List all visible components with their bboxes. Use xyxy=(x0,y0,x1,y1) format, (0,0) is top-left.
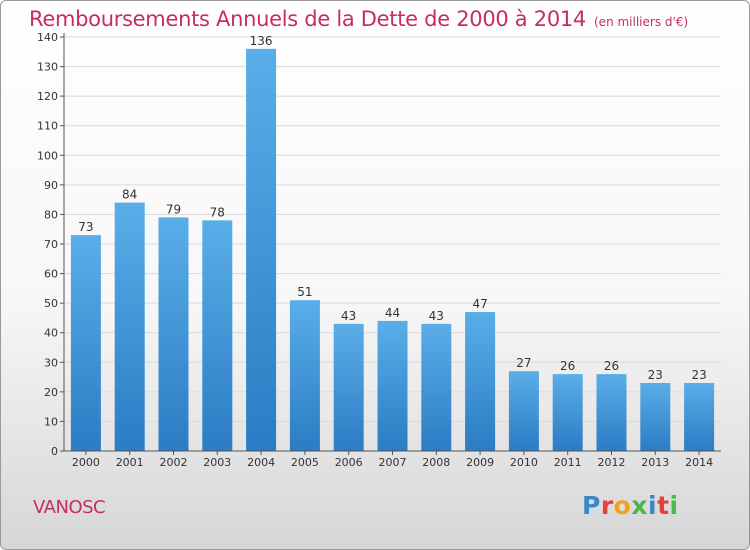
bar xyxy=(333,323,364,451)
data-labels: 73 84 79 78 136 51 43 44 43 47 27 26 26 23 23 xyxy=(78,34,706,382)
x-tick-label: 2008 xyxy=(422,456,450,469)
x-tick-label: 2014 xyxy=(685,456,713,469)
x-tick-label: 2001 xyxy=(116,456,144,469)
y-tick-label: 40 xyxy=(44,327,58,340)
logo-letter: x xyxy=(631,491,648,520)
bar xyxy=(246,48,277,451)
x-tick-label: 2002 xyxy=(160,456,188,469)
data-label: 26 xyxy=(560,359,575,373)
data-label: 79 xyxy=(166,202,181,216)
y-tick-label: 110 xyxy=(37,120,58,133)
data-label: 73 xyxy=(78,220,93,234)
data-label: 47 xyxy=(472,297,487,311)
bar xyxy=(552,374,583,451)
logo-letter: o xyxy=(613,491,632,520)
logo-letter: i xyxy=(669,491,679,520)
x-tick-label: 2007 xyxy=(379,456,407,469)
data-label: 44 xyxy=(385,306,400,320)
data-label: 51 xyxy=(297,285,312,299)
bar xyxy=(202,220,233,451)
y-tick-label: 0 xyxy=(51,445,58,458)
logo-letter: t xyxy=(657,491,670,520)
x-tick-label: 2005 xyxy=(291,456,319,469)
y-tick-label: 120 xyxy=(37,90,58,103)
data-label: 43 xyxy=(341,309,356,323)
bar xyxy=(377,320,408,451)
y-tick-label: 30 xyxy=(44,356,58,369)
commune-name: VANOSC xyxy=(33,497,106,518)
y-tick-label: 50 xyxy=(44,297,58,310)
logo-letter: P xyxy=(582,491,601,520)
data-label: 78 xyxy=(210,205,225,219)
bar xyxy=(508,371,539,451)
x-tick-label: 2000 xyxy=(72,456,100,469)
logo-letter: r xyxy=(600,491,614,520)
bar xyxy=(465,312,496,451)
y-tick-label: 10 xyxy=(44,415,58,428)
bar xyxy=(158,217,189,451)
proxiti-logo: Proxiti xyxy=(582,491,679,520)
x-tick-label: 2011 xyxy=(554,456,582,469)
bars xyxy=(70,48,715,451)
y-tick-label: 130 xyxy=(37,61,58,74)
y-tick-label: 140 xyxy=(37,31,58,44)
bar xyxy=(421,323,452,451)
data-label: 23 xyxy=(691,368,706,382)
y-tick-label: 20 xyxy=(44,386,58,399)
y-tick-label: 60 xyxy=(44,268,58,281)
x-tick-label: 2012 xyxy=(598,456,626,469)
title-text: Remboursements Annuels de la Dette de 20… xyxy=(29,7,586,31)
title-unit: (en milliers d'€) xyxy=(594,15,689,29)
y-tick-label: 80 xyxy=(44,208,58,221)
bar xyxy=(289,300,320,451)
y-tick-label: 100 xyxy=(37,149,58,162)
logo-letter: i xyxy=(648,491,658,520)
data-label: 27 xyxy=(516,356,531,370)
data-label: 26 xyxy=(604,359,619,373)
bar xyxy=(640,382,671,451)
x-tick-label: 2006 xyxy=(335,456,363,469)
chart-title: Remboursements Annuels de la Dette de 20… xyxy=(29,7,688,31)
x-tick-label: 2003 xyxy=(203,456,231,469)
x-tick-label: 2013 xyxy=(641,456,669,469)
bar xyxy=(114,202,145,451)
bar xyxy=(70,235,101,451)
data-label: 23 xyxy=(648,368,663,382)
bar xyxy=(596,374,627,451)
data-label: 84 xyxy=(122,188,137,202)
data-label: 136 xyxy=(250,34,273,48)
x-tick-label: 2004 xyxy=(247,456,275,469)
y-tick-label: 70 xyxy=(44,238,58,251)
data-label: 43 xyxy=(429,309,444,323)
x-tick-label: 2009 xyxy=(466,456,494,469)
x-tick-label: 2010 xyxy=(510,456,538,469)
bar xyxy=(684,382,715,451)
axes: 0 10 20 30 40 50 60 70 80 90 100 110 120 130 140 2000 20… xyxy=(37,31,721,469)
y-tick-label: 90 xyxy=(44,179,58,192)
